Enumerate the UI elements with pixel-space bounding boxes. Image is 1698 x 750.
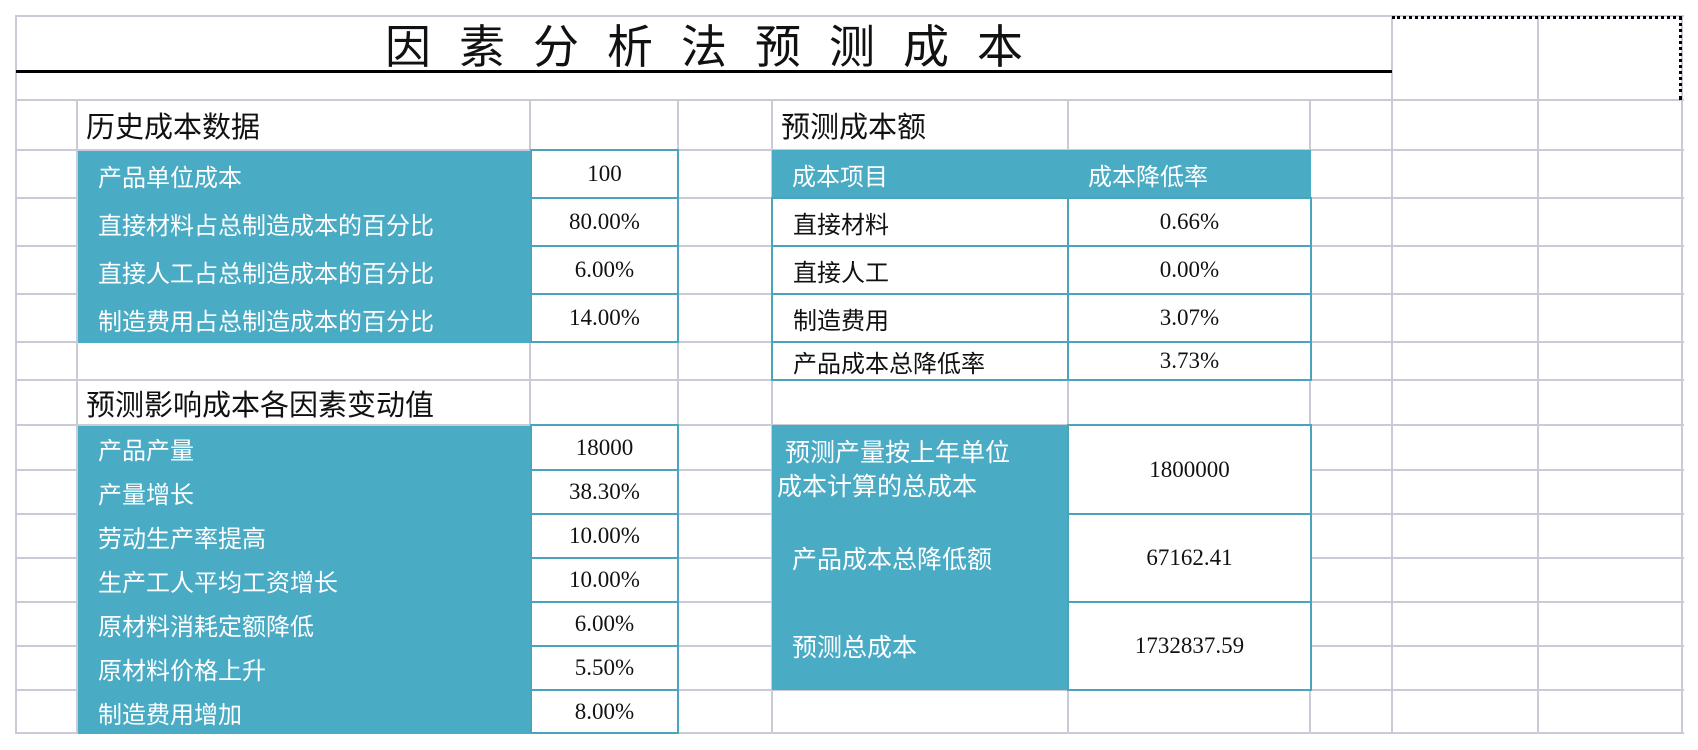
forecast-rate-1[interactable]: 0.00%: [1067, 245, 1312, 295]
summary-value-1[interactable]: 67162.41: [1067, 513, 1312, 603]
gridline: [1309, 99, 1311, 734]
factor-label-5[interactable]: 原材料价格上升: [78, 646, 530, 690]
summary-label-0-line1: 预测产量按上年单位: [777, 437, 1010, 467]
gridline: [16, 15, 1684, 17]
factor-value-6[interactable]: 8.00%: [530, 689, 679, 734]
factor-label-6[interactable]: 制造费用增加: [78, 690, 530, 734]
summary-value-0[interactable]: 1800000: [1067, 424, 1312, 515]
gridline: [1067, 99, 1069, 734]
factor-value-4[interactable]: 6.00%: [530, 601, 679, 647]
historical-value-1[interactable]: 80.00%: [530, 197, 679, 247]
historical-value-0[interactable]: 100: [530, 149, 679, 199]
summary-label-0[interactable]: 预测产量按上年单位 成本计算的总成本: [772, 425, 1068, 514]
title-merged-cell[interactable]: [17, 17, 1391, 99]
historical-label-1[interactable]: 直接材料占总制造成本的百分比: [78, 199, 530, 247]
factor-value-5[interactable]: 5.50%: [530, 645, 679, 691]
gridline: [1391, 15, 1393, 734]
factor-label-2[interactable]: 劳动生产率提高: [78, 514, 530, 558]
historical-heading: 历史成本数据: [86, 110, 261, 144]
forecast-heading: 预测成本额: [781, 110, 927, 144]
historical-value-3[interactable]: 14.00%: [530, 293, 679, 343]
title-underline: [16, 70, 1392, 73]
forecast-col-item[interactable]: 成本项目: [772, 150, 1068, 198]
gridline: [529, 99, 531, 734]
forecast-rate-2[interactable]: 3.07%: [1067, 293, 1312, 343]
cell-selection-marquee: [1392, 16, 1682, 100]
factor-label-3[interactable]: 生产工人平均工资增长: [78, 558, 530, 602]
forecast-item-1[interactable]: 直接人工: [771, 245, 1069, 295]
factors-heading: 预测影响成本各因素变动值: [86, 388, 435, 422]
gridline: [16, 689, 1684, 691]
forecast-col-rate[interactable]: 成本降低率: [1068, 150, 1311, 198]
gridline: [15, 15, 17, 734]
historical-label-3[interactable]: 制造费用占总制造成本的百分比: [78, 295, 530, 343]
factor-label-4[interactable]: 原材料消耗定额降低: [78, 602, 530, 646]
gridline: [1681, 15, 1683, 734]
summary-label-1[interactable]: 产品成本总降低额: [772, 514, 1068, 602]
factor-value-0[interactable]: 18000: [530, 424, 679, 471]
gridline: [677, 99, 679, 734]
forecast-rate-0[interactable]: 0.66%: [1067, 197, 1312, 247]
summary-label-2[interactable]: 预测总成本: [772, 602, 1068, 690]
historical-label-2[interactable]: 直接人工占总制造成本的百分比: [78, 247, 530, 295]
gridline: [16, 99, 1684, 101]
forecast-rate-3[interactable]: 3.73%: [1067, 341, 1312, 381]
factor-value-3[interactable]: 10.00%: [530, 557, 679, 603]
factor-value-1[interactable]: 38.30%: [530, 469, 679, 515]
gridline: [771, 99, 773, 734]
gridline: [1537, 15, 1539, 734]
forecast-item-3[interactable]: 产品成本总降低率: [771, 341, 1069, 381]
historical-value-2[interactable]: 6.00%: [530, 245, 679, 295]
gridline: [16, 732, 1684, 734]
factor-label-0[interactable]: 产品产量: [78, 426, 530, 470]
summary-label-0-line2: 成本计算的总成本: [777, 471, 978, 501]
factor-label-1[interactable]: 产量增长: [78, 470, 530, 514]
summary-value-2[interactable]: 1732837.59: [1067, 601, 1312, 691]
gridline: [76, 99, 78, 734]
factor-value-2[interactable]: 10.00%: [530, 513, 679, 559]
historical-label-0[interactable]: 产品单位成本: [78, 151, 530, 199]
page-title: 因素分析法预测成本: [385, 20, 1051, 74]
forecast-item-2[interactable]: 制造费用: [771, 293, 1069, 343]
forecast-item-0[interactable]: 直接材料: [771, 197, 1069, 247]
